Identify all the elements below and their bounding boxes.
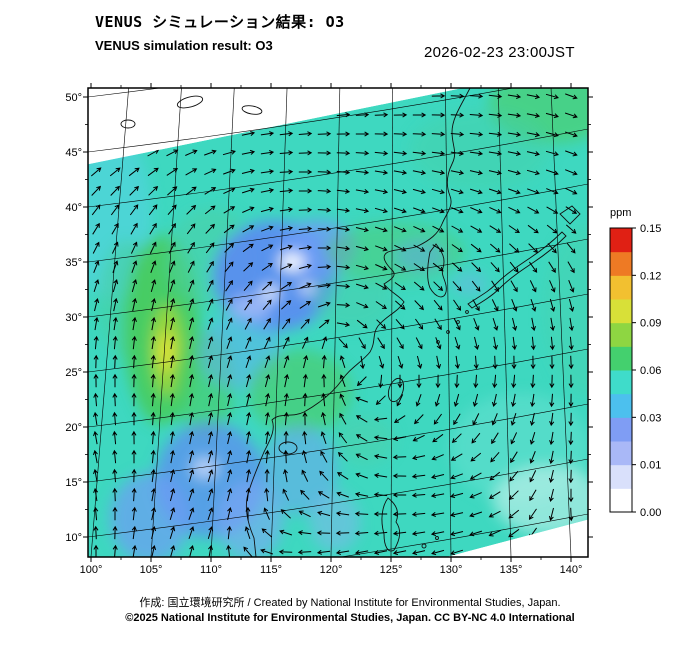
island-dot	[456, 320, 460, 324]
footer-copyright: ©2025 National Institute for Environment…	[125, 612, 575, 624]
colorbar-tick-label: 0.00	[640, 507, 661, 519]
colorbar-segment	[610, 417, 632, 442]
coastline-japan	[467, 231, 567, 309]
footer-credit: 作成: 国立環境研究所 / Created by National Instit…	[139, 597, 561, 609]
colorbar-tick-label: 0.15	[640, 223, 661, 235]
colorbar-segment	[610, 370, 632, 395]
lat-tick-label: 10°	[65, 532, 82, 544]
colorbar-segment	[610, 464, 632, 489]
lat-tick-label: 45°	[65, 147, 82, 159]
colorbar-unit-label: ppm	[610, 207, 631, 219]
colorbar-tick-label: 0.06	[640, 365, 661, 377]
lake-outline	[241, 105, 263, 115]
lat-tick-label: 35°	[65, 257, 82, 269]
coastline-korea	[427, 243, 447, 298]
colorbar-tick-label: 0.12	[640, 270, 661, 282]
wind-arrows-layer	[90, 93, 578, 557]
colorbar-tick-label: 0.01	[640, 460, 661, 472]
island-dot	[446, 330, 450, 334]
island-dot	[421, 543, 427, 549]
lat-tick-label: 20°	[65, 422, 82, 434]
island-dot	[465, 310, 469, 314]
plot-frame	[87, 87, 589, 558]
colorbar: 0.15 0.12 0.09 0.06 0.03 0.01 0.00 ppm	[609, 207, 661, 519]
coastline-mainland	[245, 88, 471, 557]
lat-tick-label: 15°	[65, 477, 82, 489]
timestamp-label: 2026-02-23 23:00JST	[424, 44, 575, 61]
colorbar-segment	[610, 299, 632, 324]
o3-concentration-blobs	[88, 88, 588, 557]
lon-tick-label: 135°	[500, 564, 523, 576]
lon-tick-label: 120°	[320, 564, 343, 576]
lat-tick-label: 50°	[65, 92, 82, 104]
colorbar-segment	[610, 275, 632, 300]
lon-tick-label: 115°	[260, 564, 282, 576]
island-dot	[435, 536, 439, 540]
colorbar-segment	[610, 441, 632, 466]
lat-tick-label: 25°	[65, 367, 82, 379]
colorbar-tick-label: 0.09	[640, 318, 661, 330]
lake-outline	[120, 119, 136, 129]
page-title-jp: VENUS シミュレーション結果: O3	[95, 13, 345, 31]
colorbar-segment	[610, 228, 632, 253]
colorbar-segment	[610, 251, 632, 276]
wind-arrow	[90, 93, 578, 557]
lon-tick-label: 110°	[200, 564, 222, 576]
colorbar-segment	[610, 488, 632, 513]
graticule-layer	[88, 88, 588, 557]
lat-tick-label: 40°	[65, 202, 82, 214]
page-title-en: VENUS simulation result: O3	[95, 38, 273, 53]
lon-tick-label: 100°	[80, 564, 103, 576]
lon-tick-label: 130°	[440, 564, 463, 576]
lon-tick-label: 140°	[560, 564, 583, 576]
colorbar-segment	[610, 346, 632, 371]
lat-tick-label: 30°	[65, 312, 82, 324]
lon-tick-label: 105°	[140, 564, 163, 576]
lake-outline	[176, 95, 204, 109]
o3-field-layer	[88, 88, 588, 557]
lon-tick-label: 125°	[380, 564, 403, 576]
colorbar-segment	[610, 322, 632, 347]
axis-layer: 50° 45° 40° 35° 30° 25° 20° 15° 10° 100° 105° 110° 1…	[65, 83, 593, 576]
colorbar-tick-label: 0.03	[640, 412, 661, 424]
colorbar-segment	[610, 393, 632, 418]
